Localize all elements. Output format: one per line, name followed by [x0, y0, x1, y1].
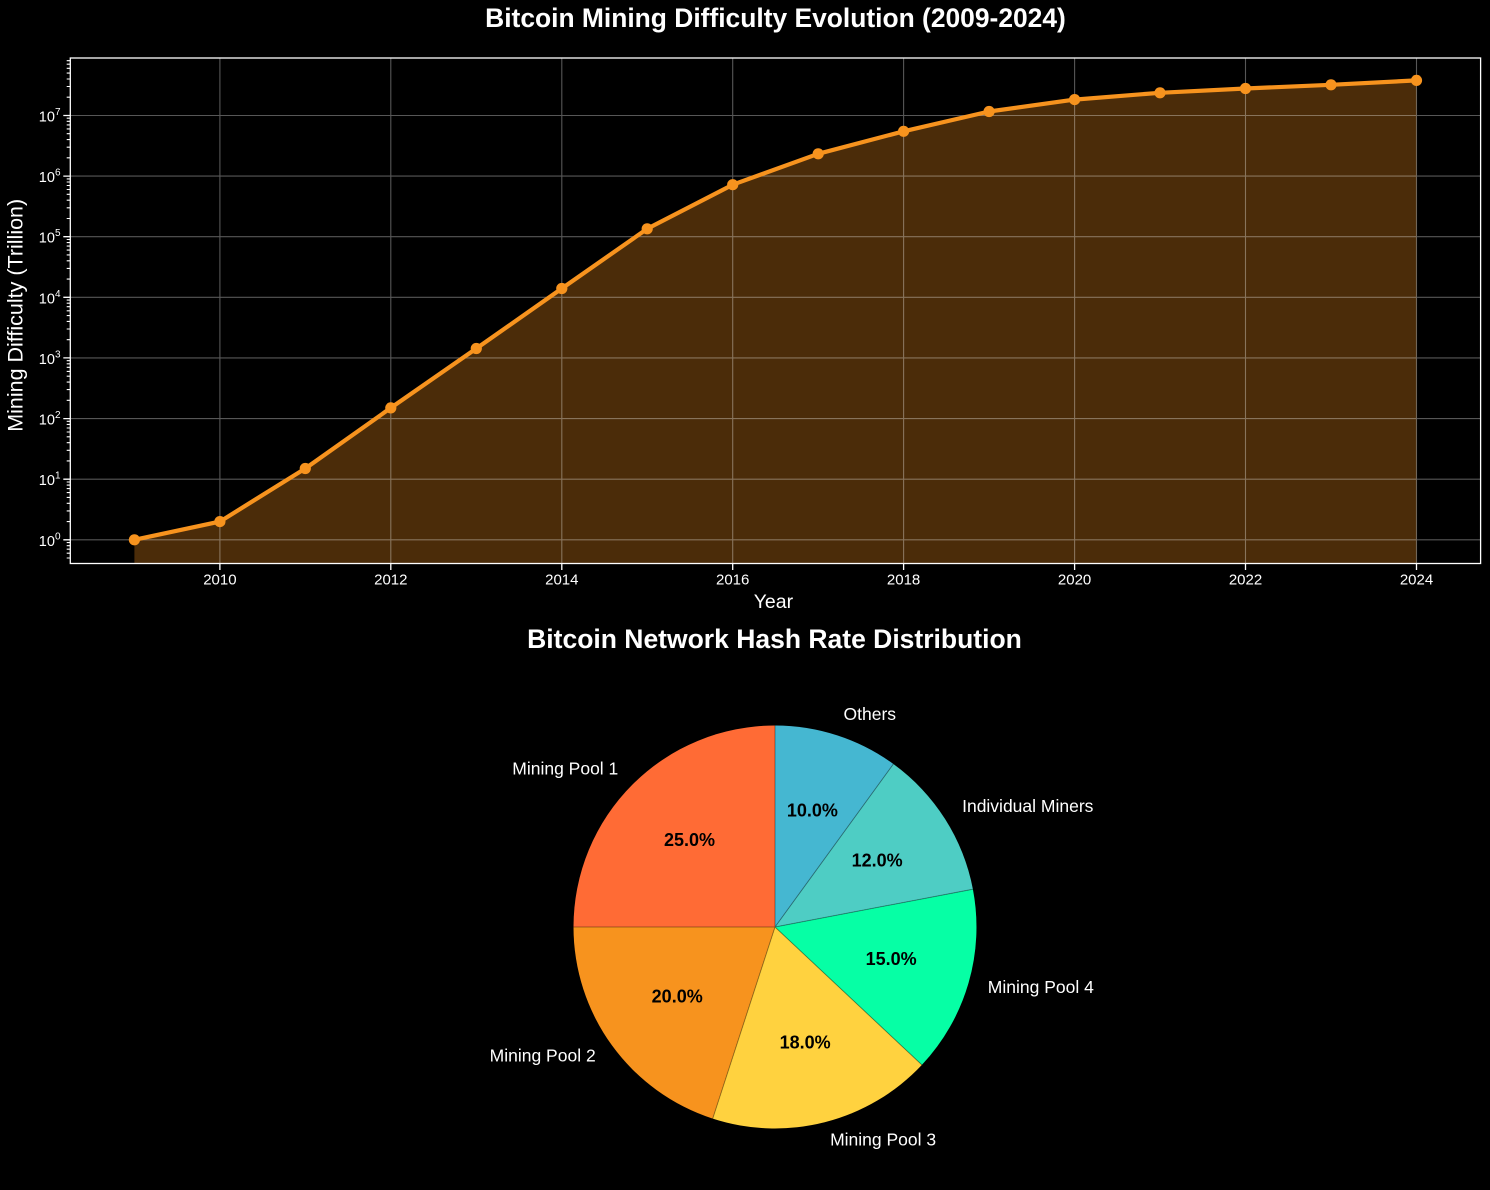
- svg-text:Bitcoin Mining Difficulty Evol: Bitcoin Mining Difficulty Evolution (200…: [485, 3, 1066, 33]
- svg-text:2018: 2018: [887, 571, 920, 588]
- svg-text:Mining Pool 1: Mining Pool 1: [512, 758, 618, 778]
- svg-text:10.0%: 10.0%: [787, 801, 838, 821]
- svg-text:Others: Others: [844, 704, 897, 724]
- svg-text:2012: 2012: [374, 571, 407, 588]
- svg-text:Individual Miners: Individual Miners: [962, 796, 1094, 816]
- svg-text:Year: Year: [754, 591, 794, 613]
- svg-text:2022: 2022: [1229, 571, 1262, 588]
- svg-text:Mining Difficulty (Trillion): Mining Difficulty (Trillion): [4, 199, 28, 432]
- svg-text:2014: 2014: [545, 571, 578, 588]
- svg-text:12.0%: 12.0%: [852, 851, 903, 871]
- svg-text:20.0%: 20.0%: [652, 987, 703, 1007]
- svg-text:2024: 2024: [1400, 571, 1433, 588]
- svg-text:2020: 2020: [1058, 571, 1091, 588]
- svg-text:Mining Pool 3: Mining Pool 3: [830, 1130, 936, 1150]
- svg-text:2010: 2010: [203, 571, 236, 588]
- svg-text:Bitcoin Network Hash Rate Dist: Bitcoin Network Hash Rate Distribution: [527, 624, 1022, 654]
- svg-text:Mining Pool 4: Mining Pool 4: [988, 977, 1094, 997]
- svg-text:Mining Pool 2: Mining Pool 2: [490, 1045, 596, 1065]
- svg-text:18.0%: 18.0%: [780, 1033, 831, 1053]
- svg-text:2016: 2016: [716, 571, 749, 588]
- svg-text:25.0%: 25.0%: [664, 830, 715, 850]
- svg-text:15.0%: 15.0%: [866, 949, 917, 969]
